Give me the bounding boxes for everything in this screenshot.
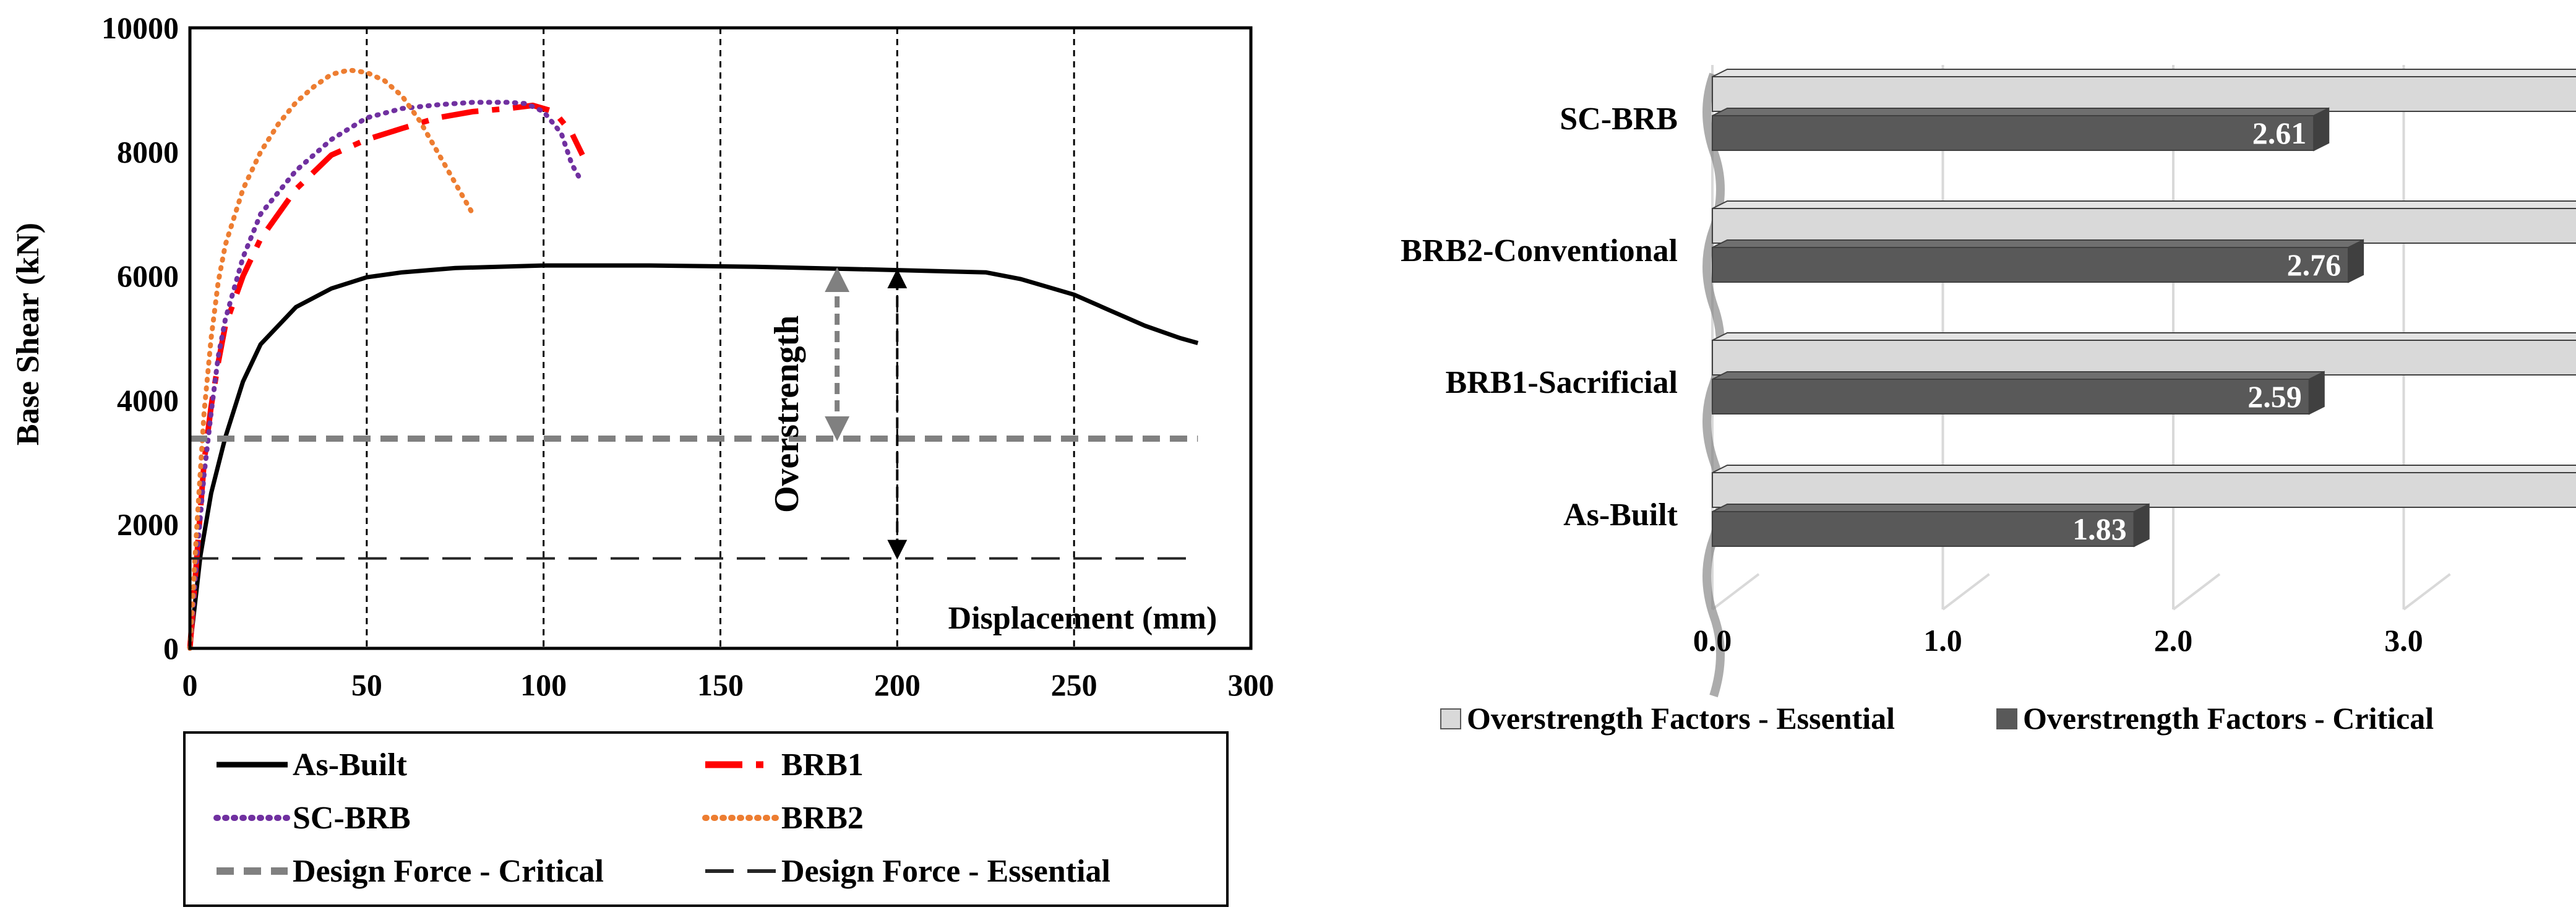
overstrength-label: Overstrength bbox=[768, 316, 806, 513]
y-tick-8000: 8000 bbox=[117, 135, 179, 170]
legend-label-4: Design Force - Critical bbox=[293, 854, 604, 889]
bar-legend-label-0: Overstrength Factors - Essential bbox=[1467, 701, 1895, 736]
legend-label-1: BRB1 bbox=[781, 747, 864, 783]
x-tick-0: 0 bbox=[182, 668, 198, 702]
bar-as-built-essential bbox=[1712, 472, 2576, 508]
overstrength-annotation: Overstrength bbox=[768, 267, 908, 560]
bar-x-tick-0.0: 0.0 bbox=[1693, 623, 1732, 658]
bar-brb1-sacrificial-essential bbox=[1712, 340, 2576, 376]
category-label-0: SC-BRB bbox=[1560, 101, 1678, 137]
x-axis-label: Displacement (mm) bbox=[948, 601, 1217, 636]
legend: Overstrength Factors - Essential Overstre… bbox=[1440, 701, 2434, 736]
y-tick-0: 0 bbox=[163, 631, 179, 666]
bar-sc-brb-critical-label: 2.61 bbox=[2252, 116, 2307, 150]
bar-brb1-sacrificial-critical-label: 2.59 bbox=[2248, 379, 2302, 414]
legend-label-2: SC-BRB bbox=[293, 801, 411, 836]
bar-x-tick-3.0: 3.0 bbox=[2384, 623, 2423, 658]
y-tick-4000: 4000 bbox=[117, 383, 179, 418]
bar-legend-label-1: Overstrength Factors - Critical bbox=[2023, 701, 2434, 736]
x-tick-300: 300 bbox=[1228, 668, 1274, 702]
series-line-brb2 bbox=[187, 67, 476, 651]
y-tick-2000: 2000 bbox=[117, 507, 179, 541]
bar-x-tick-1.0: 1.0 bbox=[1923, 623, 1962, 658]
category-label-2: BRB1-Sacrificial bbox=[1445, 365, 1678, 400]
x-tick-150: 150 bbox=[697, 668, 744, 702]
bar-as-built-critical bbox=[1712, 511, 2135, 547]
x-tick-200: 200 bbox=[874, 668, 921, 702]
gridline-depth-1.0 bbox=[1942, 573, 1990, 611]
bar-brb2-conventional-critical bbox=[1712, 247, 2350, 283]
bar-sc-brb-essential-top bbox=[1712, 69, 2576, 77]
bar-brb2-conventional-essential-top bbox=[1712, 200, 2576, 209]
legend-label-3: BRB2 bbox=[781, 801, 864, 836]
legend: As-Built BRB1 SC-BRB BRB2 Design Force - Cri… bbox=[213, 747, 1110, 889]
bar-x-tick-2.0: 2.0 bbox=[2154, 623, 2193, 658]
bar-legend-swatch-0 bbox=[1440, 708, 1461, 729]
bar-brb1-sacrificial-essential-top bbox=[1712, 332, 2576, 341]
gridline-depth-0.0 bbox=[1711, 573, 1760, 611]
category-labels: SC-BRB BRB2-Conventional BRB1-Sacrificial A… bbox=[1401, 101, 1678, 533]
series-line-sc-brb bbox=[187, 100, 582, 651]
bar-brb1-sacrificial-critical-top bbox=[1712, 371, 2325, 380]
bar-as-built-essential-top bbox=[1712, 465, 2576, 473]
bar-as-built-critical-side bbox=[2133, 503, 2150, 548]
category-label-1: BRB2-Conventional bbox=[1401, 233, 1678, 268]
category-label-3: As-Built bbox=[1563, 497, 1678, 533]
x-tick-50: 50 bbox=[351, 668, 382, 702]
bar-as-built-critical-label: 1.83 bbox=[2072, 512, 2127, 546]
bar-brb2-conventional-critical-label: 2.76 bbox=[2287, 247, 2342, 282]
bar-sc-brb-critical-top bbox=[1712, 108, 2329, 116]
series-line-as-built bbox=[187, 263, 1199, 649]
x-tick-250: 250 bbox=[1051, 668, 1097, 702]
left-line-chart: Overstrength 0 2000 4000 6000 8000 10000 0 50 1… bbox=[11, 11, 1274, 907]
bar-sc-brb-critical-side bbox=[2313, 107, 2330, 152]
series-line-brb1 bbox=[187, 102, 585, 649]
plot-frame bbox=[188, 26, 1253, 650]
bar-brb1-sacrificial-critical-side bbox=[2308, 371, 2325, 415]
legend-label-5: Design Force - Essential bbox=[781, 854, 1110, 889]
y-tick-10000: 10000 bbox=[101, 11, 179, 45]
vertical-gridlines bbox=[366, 28, 1075, 648]
bars: 6.102.616.442.766.052.594.271.83 bbox=[1712, 69, 2576, 548]
gridline-depth-3.0 bbox=[2403, 573, 2451, 611]
bar-brb2-conventional-essential bbox=[1712, 208, 2576, 244]
y-axis-label: Base Shear (kN) bbox=[11, 223, 46, 445]
bar-brb2-conventional-critical-side bbox=[2348, 239, 2364, 283]
x-tick-labels: 0.01.02.03.04.05.06.07.0 bbox=[1693, 623, 2423, 658]
bar-sc-brb-critical bbox=[1712, 115, 2315, 151]
gridline-depth-2.0 bbox=[2172, 573, 2221, 611]
bar-legend-swatch-1 bbox=[1996, 708, 2017, 729]
x-tick-100: 100 bbox=[520, 668, 567, 702]
bar-brb2-conventional-critical-top bbox=[1712, 239, 2364, 248]
y-tick-6000: 6000 bbox=[117, 259, 179, 293]
x-tick-labels: 0 50 100 150 200 250 300 bbox=[182, 668, 1274, 702]
y-tick-labels: 0 2000 4000 6000 8000 10000 bbox=[101, 11, 179, 666]
legend-label-0: As-Built bbox=[293, 747, 408, 783]
right-bar-chart: 6.102.616.442.766.052.594.271.83 SC-BRB B… bbox=[1401, 65, 2576, 736]
bar-as-built-critical-top bbox=[1712, 504, 2150, 512]
bar-sc-brb-essential bbox=[1712, 76, 2576, 112]
bar-brb1-sacrificial-critical bbox=[1712, 379, 2310, 415]
series-lines bbox=[187, 67, 1199, 651]
